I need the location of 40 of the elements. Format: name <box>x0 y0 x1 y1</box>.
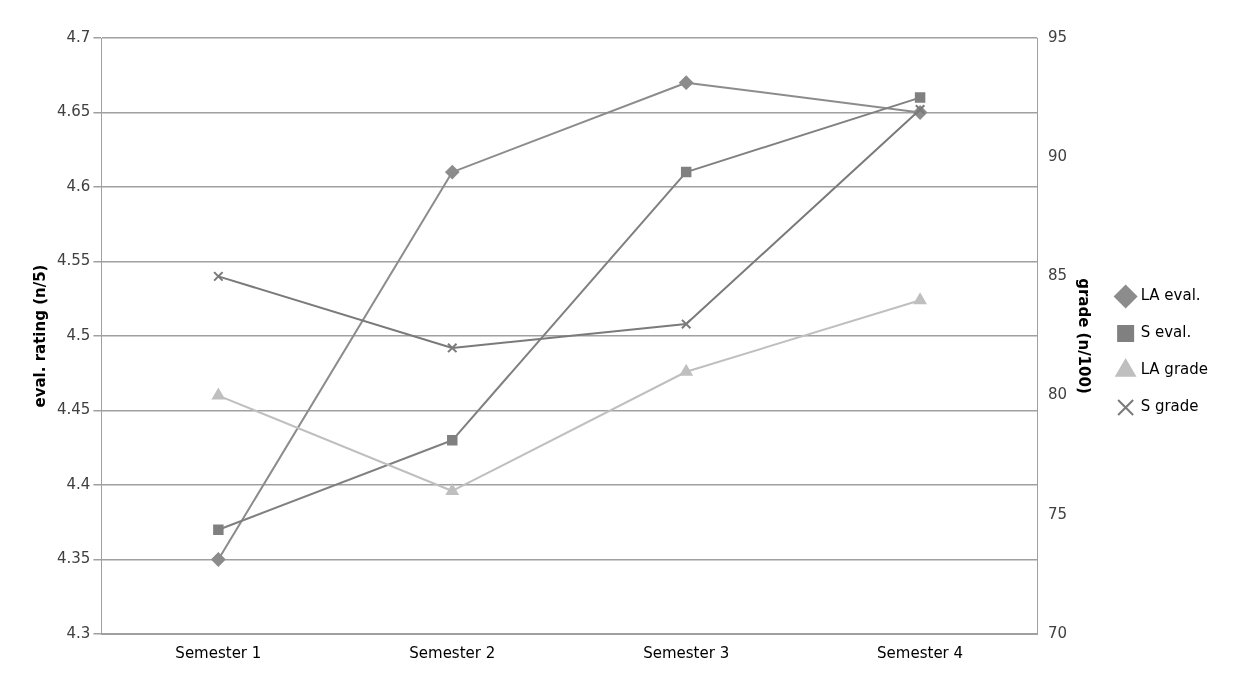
point <box>914 104 926 115</box>
legend-label: LA eval. <box>1140 286 1201 305</box>
x-tick-label: Semester 4 <box>877 643 964 662</box>
y2-tick-label: 95 <box>1048 27 1068 46</box>
point <box>680 318 692 330</box>
point <box>212 388 225 400</box>
y2-axis-title: grade (n/100) <box>1075 278 1094 394</box>
point <box>213 271 224 282</box>
point <box>213 524 224 535</box>
y-tick-label: 4.7 <box>66 27 91 46</box>
point <box>913 293 927 305</box>
y-tick-label: 4.5 <box>66 325 91 344</box>
legend-label: LA grade <box>1140 360 1209 379</box>
point <box>447 342 458 354</box>
point <box>679 75 694 90</box>
y-tick-label: 4.65 <box>56 102 91 121</box>
y2-tick-label: 80 <box>1048 385 1068 404</box>
point <box>447 435 458 446</box>
y-tick-label: 4.6 <box>66 176 91 195</box>
y2-tick-label: 85 <box>1048 266 1068 285</box>
point <box>914 92 926 103</box>
y-tick-label: 4.4 <box>66 474 91 493</box>
legend-label: S grade <box>1140 397 1199 416</box>
y-tick-label: 4.45 <box>56 400 91 419</box>
y2-tick-label: 90 <box>1048 147 1068 166</box>
y2-tick-label: 70 <box>1048 623 1068 642</box>
point <box>446 483 459 495</box>
y2-tick-label: 75 <box>1048 504 1068 523</box>
legend-label: S eval. <box>1140 323 1192 342</box>
y-tick-label: 4.55 <box>56 251 91 270</box>
x-tick-label: Semester 2 <box>409 643 496 662</box>
x-tick-label: Semester 3 <box>643 643 730 662</box>
point <box>211 552 226 567</box>
x-tick-label: Semester 1 <box>175 643 262 662</box>
y-axis-title: eval. rating (n/5) <box>30 264 49 408</box>
point <box>679 364 693 376</box>
y-tick-label: 4.35 <box>56 549 91 568</box>
point <box>445 165 460 180</box>
point <box>680 166 692 178</box>
y-tick-label: 4.3 <box>66 623 91 642</box>
